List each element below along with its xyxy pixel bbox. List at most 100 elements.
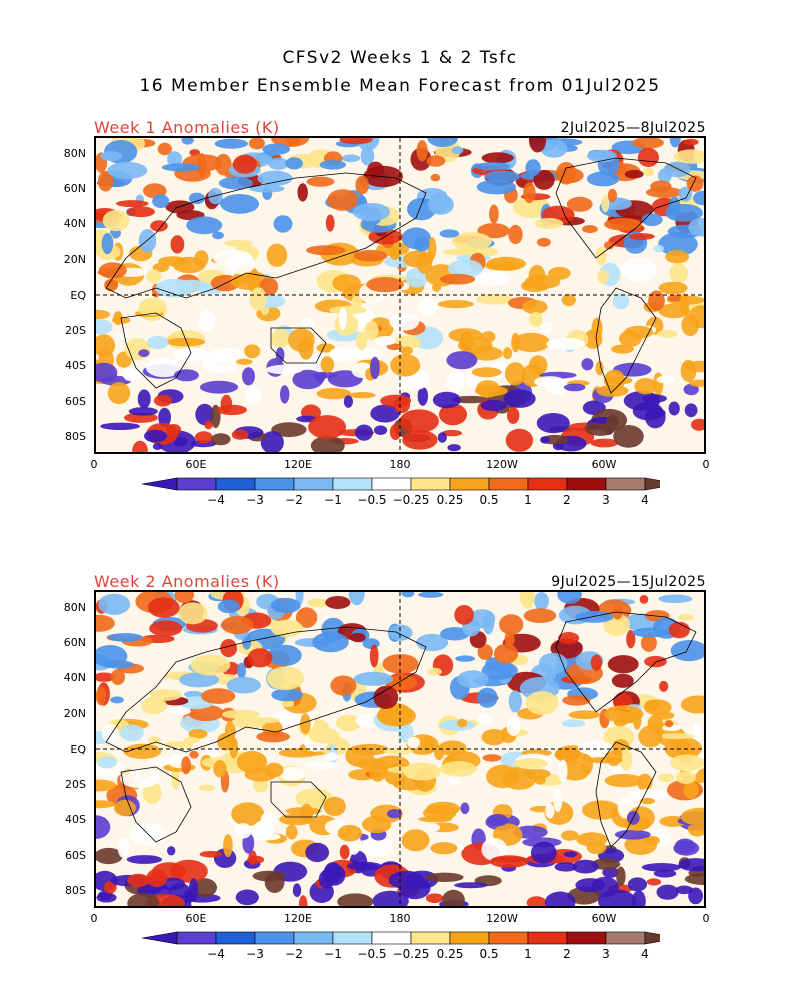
anomaly-blob [658, 281, 688, 295]
anomaly-blob [383, 747, 414, 755]
anomaly-blob [96, 334, 116, 357]
anomaly-blob [654, 711, 675, 720]
anomaly-blob [457, 670, 489, 689]
anomaly-blob [98, 262, 127, 279]
anomaly-blob [349, 392, 376, 399]
anomaly-blob [325, 214, 335, 232]
anomaly-blob [673, 149, 704, 164]
anomaly-blob [427, 667, 442, 676]
anomaly-blob [96, 779, 117, 792]
anomaly-blob [189, 750, 199, 759]
anomaly-blob [349, 632, 366, 643]
anomaly-blob [231, 802, 265, 826]
anomaly-blob [522, 300, 548, 314]
anomaly-blob [430, 173, 441, 182]
anomaly-blob [194, 431, 213, 444]
colorbar-label: −2 [285, 493, 303, 507]
anomaly-blob [478, 712, 493, 725]
anomaly-blob [613, 425, 644, 448]
anomaly-blob [430, 842, 458, 855]
lat-label: EQ [70, 289, 86, 302]
anomaly-blob [148, 736, 161, 746]
anomaly-blob [96, 362, 118, 383]
anomaly-blob [102, 209, 130, 232]
anomaly-blob [407, 736, 420, 749]
anomaly-blob [646, 878, 662, 886]
anomaly-blob [563, 851, 578, 858]
anomaly-blob [638, 725, 663, 748]
anomaly-blob [439, 403, 467, 426]
anomaly-blob [128, 407, 158, 416]
anomaly-blob [540, 321, 553, 334]
anomaly-blob [347, 861, 383, 871]
anomaly-blob [670, 754, 704, 772]
lon-label: 120E [284, 912, 312, 925]
anomaly-blob [96, 800, 116, 809]
colorbar-swatch [293, 931, 334, 945]
anomaly-blob [604, 774, 644, 788]
anomaly-blob [270, 619, 304, 638]
anomaly-blob [692, 722, 702, 745]
colorbar-swatch [332, 931, 373, 945]
colorbar-label: 3 [602, 493, 610, 507]
anomaly-blob [538, 652, 568, 674]
anomaly-blob [390, 354, 421, 377]
anomaly-blob [370, 404, 400, 423]
anomaly-blob [639, 595, 649, 604]
anomaly-blob [295, 788, 333, 809]
anomaly-blob [171, 707, 191, 716]
anomaly-blob [668, 621, 690, 639]
anomaly-blob [257, 170, 293, 186]
anomaly-blob [117, 331, 130, 339]
anomaly-blob [107, 161, 148, 179]
colorbar-label: 3 [602, 947, 610, 961]
anomaly-blob [173, 369, 199, 382]
anomaly-blob [236, 662, 247, 679]
anomaly-blob [374, 336, 397, 346]
anomaly-blob [110, 669, 126, 685]
anomaly-blob [152, 194, 170, 208]
anomaly-blob [504, 630, 515, 648]
lat-label: 40S [65, 813, 86, 826]
anomaly-blob [199, 380, 239, 394]
anomaly-blob [249, 287, 267, 311]
anomaly-blob [477, 687, 498, 708]
week2-colorbar: −4 −3 −2 −1 −0.5 −0.25 0.25 0.5 1 2 3 4 [140, 930, 681, 961]
anomaly-blob [597, 269, 610, 284]
anomaly-blob [96, 686, 106, 706]
anomaly-blob [585, 757, 623, 764]
lat-label: 60S [65, 849, 86, 862]
colorbar-arrow-left [141, 931, 178, 945]
anomaly-blob [181, 756, 191, 775]
anomaly-blob [427, 138, 458, 148]
anomaly-blob [603, 241, 615, 250]
anomaly-blob [628, 233, 655, 240]
anomaly-blob [330, 675, 357, 696]
anomaly-blob [297, 183, 308, 202]
title-line-2: 16 Member Ensemble Mean Forecast from 01… [139, 76, 661, 96]
anomaly-blob [101, 723, 119, 743]
colorbar-arrow-left [141, 477, 178, 491]
anomaly-blob [482, 754, 502, 762]
anomaly-blob [674, 838, 696, 854]
anomaly-blob [339, 138, 373, 145]
anomaly-blob [612, 293, 630, 310]
colorbar-label: −0.5 [357, 947, 387, 961]
anomaly-blob [643, 699, 672, 716]
panel1-title: Week 1 Anomalies (K) [94, 118, 280, 137]
lat-label: 20N [63, 707, 86, 720]
anomaly-blob [161, 163, 201, 172]
anomaly-blob [530, 841, 557, 864]
anomaly-blob [166, 424, 182, 436]
anomaly-blob [285, 157, 303, 170]
anomaly-blob [353, 671, 394, 686]
lat-label: 20S [65, 324, 86, 337]
anomaly-blob [265, 364, 303, 375]
anomaly-blob [511, 332, 520, 353]
anomaly-blob [577, 740, 613, 756]
lon-label: 60E [185, 912, 207, 925]
anomaly-blob [576, 832, 608, 847]
anomaly-blob [319, 160, 346, 170]
anomaly-blob [536, 237, 551, 247]
anomaly-blob [620, 257, 658, 282]
